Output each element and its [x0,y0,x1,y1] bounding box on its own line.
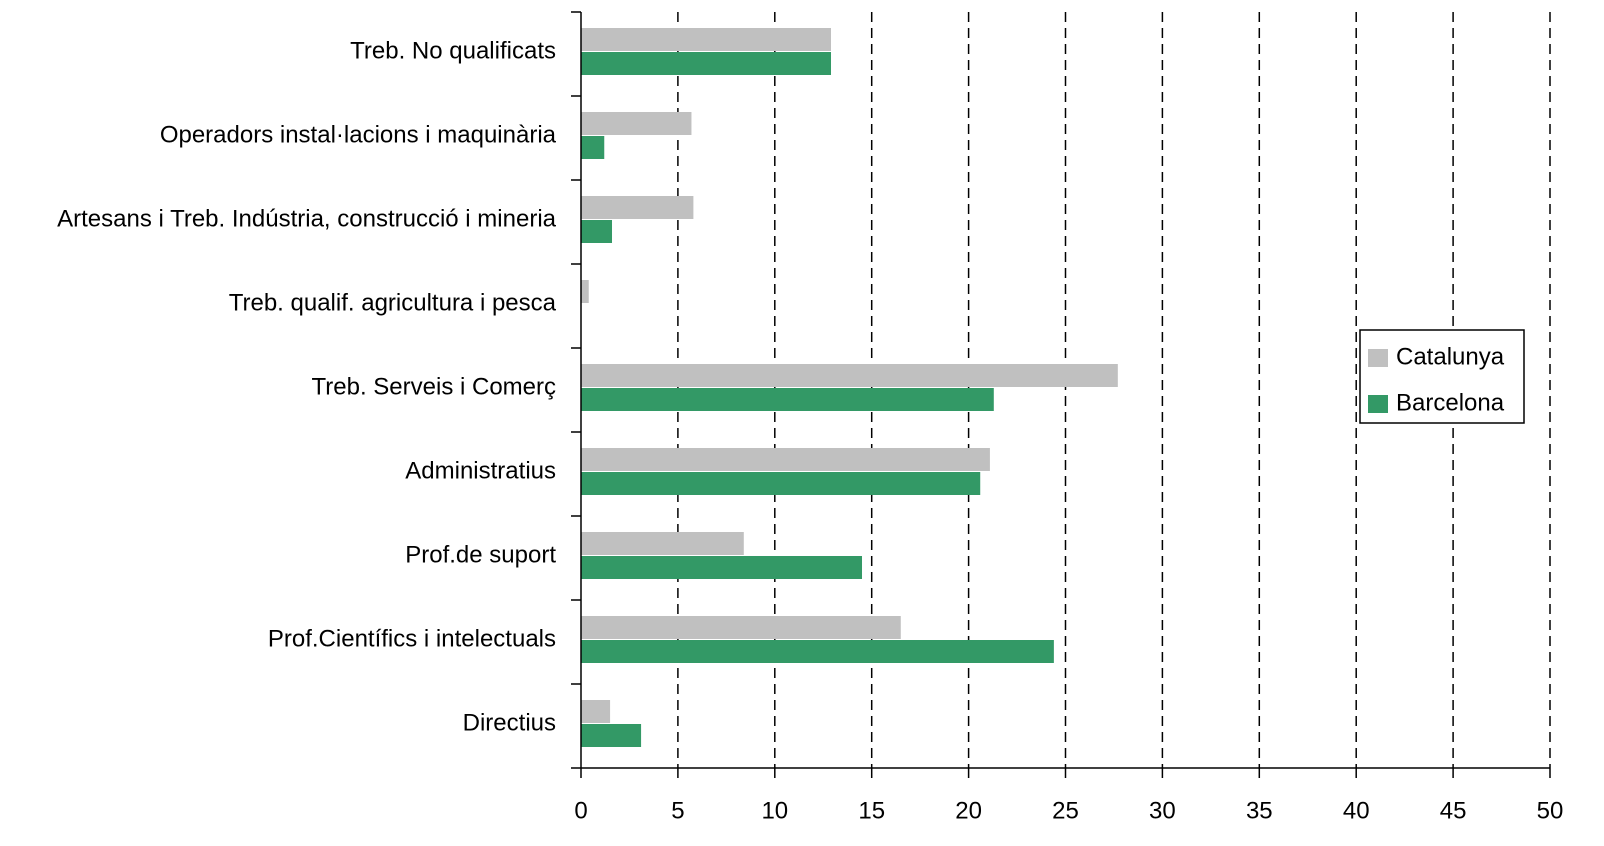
legend-label: Catalunya [1396,343,1505,370]
x-tick-label: 20 [955,797,982,824]
bar [581,196,694,219]
bar [581,472,981,495]
x-tick-label: 40 [1343,797,1370,824]
legend-label: Barcelona [1396,389,1505,416]
x-tick-label: 0 [574,797,587,824]
y-tick-label: Administratius [405,457,556,484]
legend-swatch [1368,395,1388,413]
bar [581,556,863,579]
bar [581,220,613,243]
bar [581,532,744,555]
y-tick-label: Directius [463,709,556,736]
y-tick-label: Prof.Científics i intelectuals [268,625,556,652]
x-tick-label: 5 [671,797,684,824]
bar [581,364,1118,387]
y-tick-label: Artesans i Treb. Indústria, construcció … [57,205,557,232]
bar [581,724,642,747]
bar [581,388,994,411]
x-tick-label: 10 [761,797,788,824]
bar [581,640,1054,663]
legend-swatch [1368,349,1388,367]
bar [581,112,692,135]
bar [581,136,605,159]
y-tick-label: Treb. qualif. agricultura i pesca [229,289,557,316]
bar [581,700,611,723]
x-tick-label: 50 [1537,797,1564,824]
bar [581,52,832,75]
y-tick-label: Prof.de suport [405,541,556,568]
y-tick-label: Operadors instal·lacions i maquinària [160,121,557,148]
y-tick-label: Treb. No qualificats [350,37,556,64]
x-tick-label: 30 [1149,797,1176,824]
bar [581,448,990,471]
x-tick-label: 25 [1052,797,1079,824]
y-tick-label: Treb. Serveis i Comerç [312,373,557,400]
bar [581,616,901,639]
bar [581,280,589,303]
x-tick-label: 15 [858,797,885,824]
x-tick-label: 45 [1440,797,1467,824]
bar [581,28,832,51]
x-tick-label: 35 [1246,797,1273,824]
